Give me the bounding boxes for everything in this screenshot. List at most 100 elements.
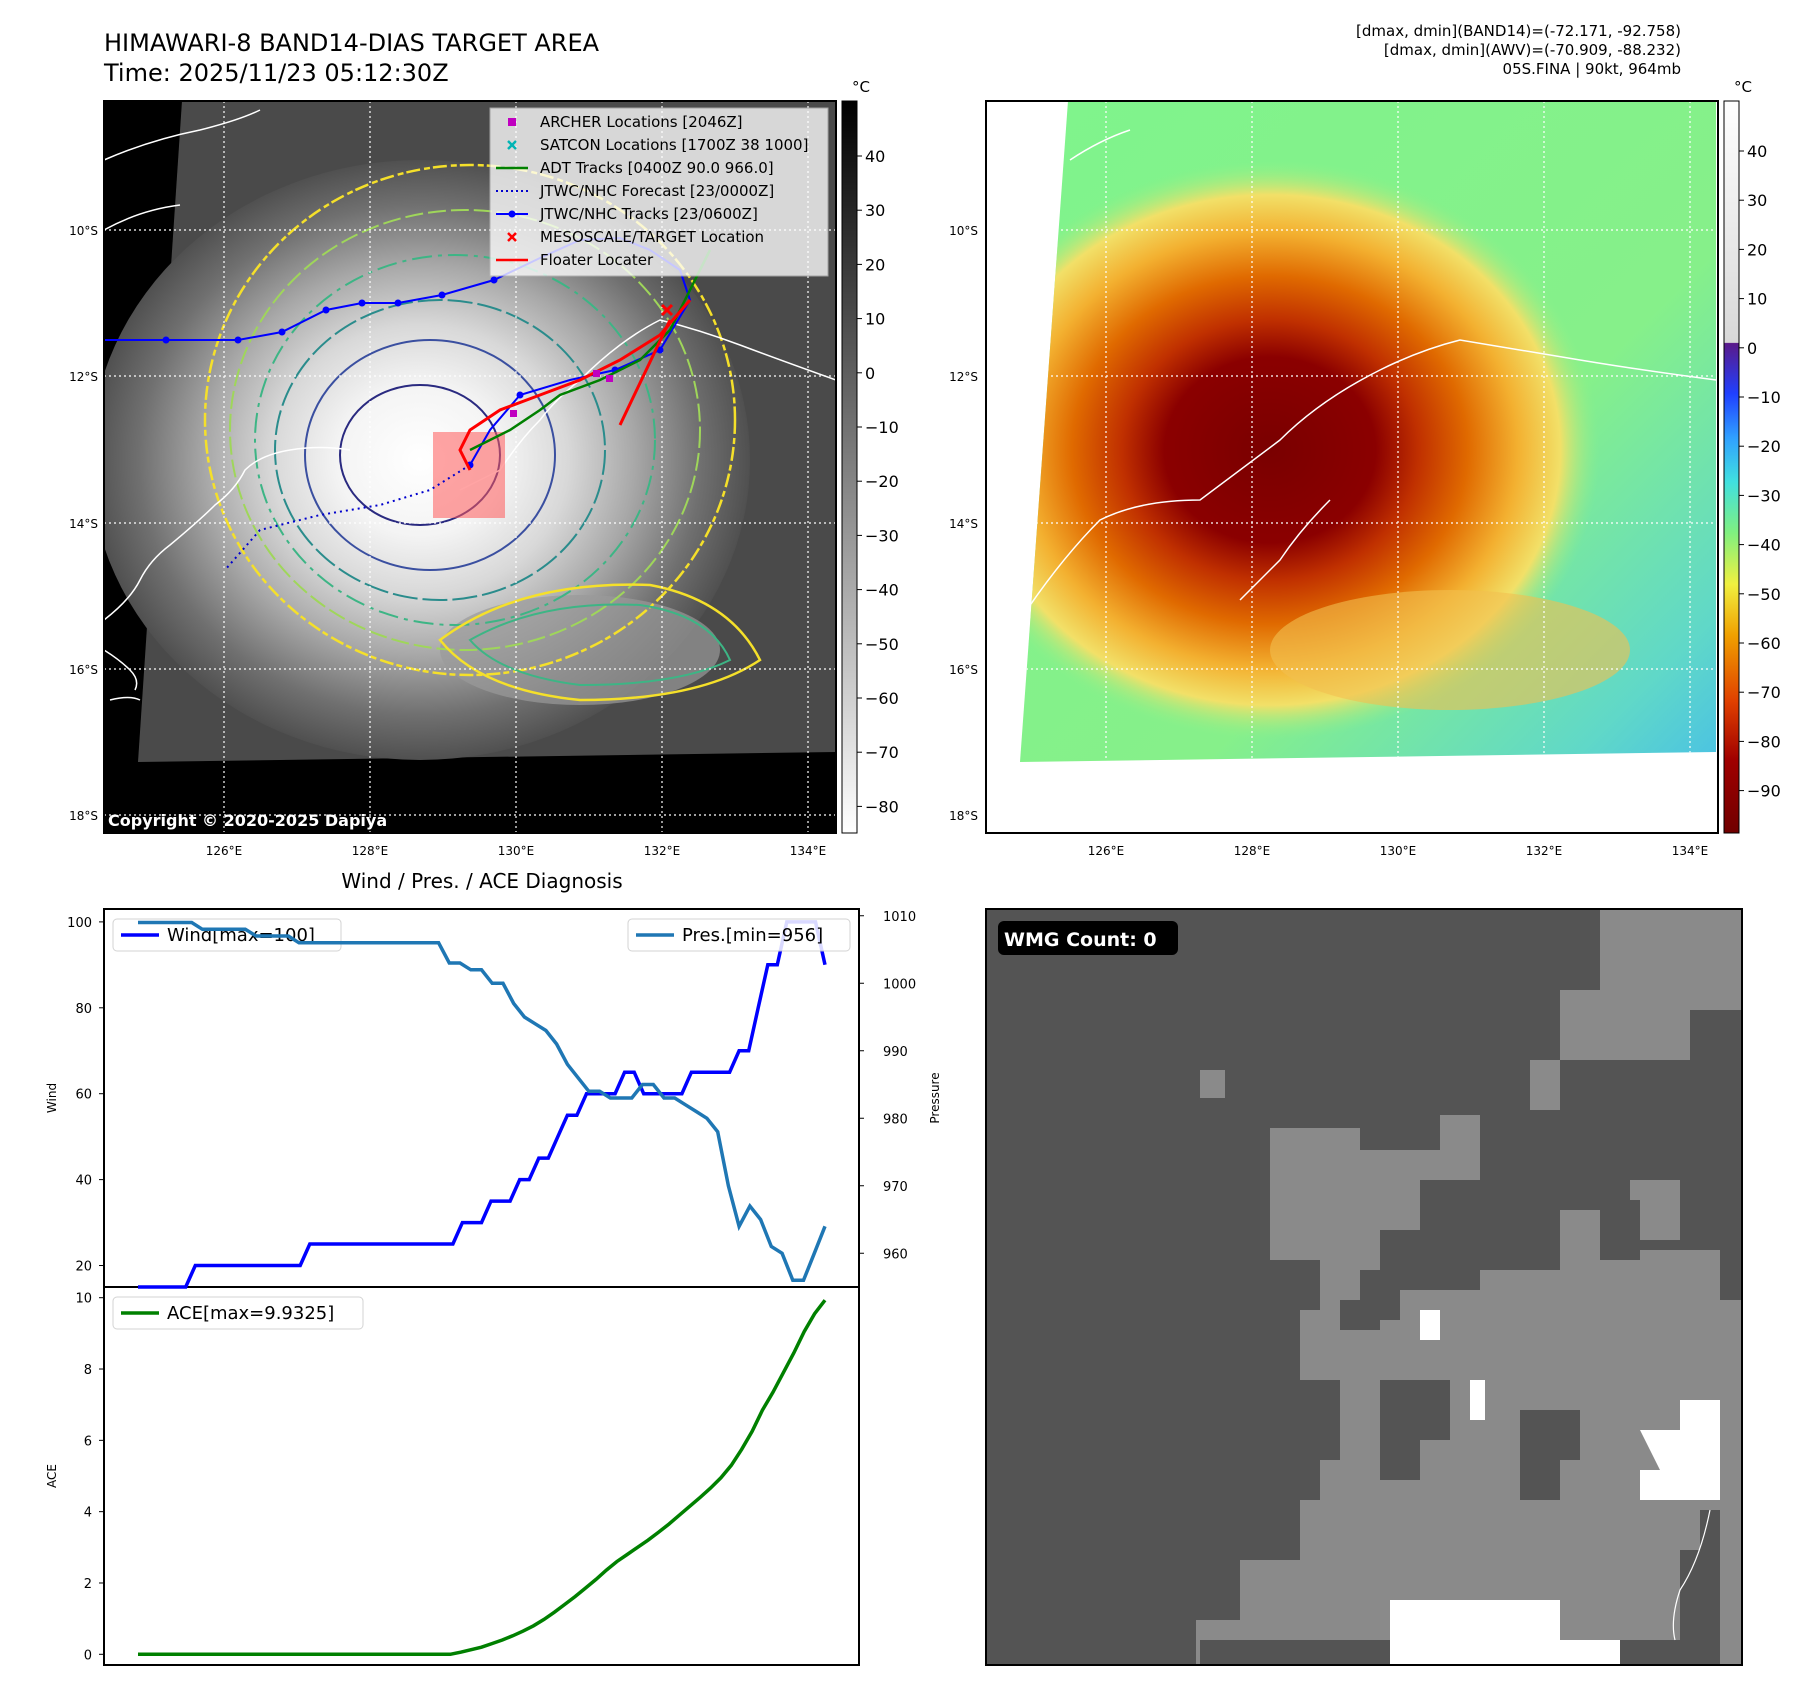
left-lat-label: 14°S	[69, 517, 98, 531]
y-tick-label: 10	[75, 1292, 92, 1307]
legend-marker	[508, 118, 516, 126]
chart-legend-label: ACE[max=9.9325]	[167, 1303, 334, 1324]
right-lon-label: 130°E	[1380, 844, 1417, 858]
left-colorbar-tick: −20	[865, 472, 899, 491]
wmg-coastline	[1672, 1509, 1711, 1641]
right-colorbar-tick: 20	[1747, 240, 1767, 259]
outer-band-warm	[1270, 590, 1630, 710]
y-tick-label: 100	[67, 916, 92, 931]
left-lat-label: 10°S	[69, 224, 98, 238]
title-line-2: Time: 2025/11/23 05:12:30Z	[104, 59, 449, 87]
left-colorbar-tick: −70	[865, 743, 899, 762]
contour-yellow	[203, 163, 737, 677]
coastline-2	[104, 649, 141, 701]
title-line-1: HIMAWARI-8 BAND14-DIAS TARGET AREA	[104, 29, 600, 57]
left-lon-labels: 126°E 128°E 130°E 132°E 134°E	[206, 844, 827, 858]
right-colorbar-tick: −80	[1747, 732, 1781, 751]
left-lat-labels: 10°S 12°S 14°S 16°S 18°S	[69, 224, 98, 823]
right-colorbar-tick: −20	[1747, 437, 1781, 456]
outer-band-contour	[438, 583, 762, 702]
left-colorbar-unit: °C	[852, 78, 870, 96]
chart-legend-box	[112, 918, 342, 952]
archer-points	[510, 370, 613, 417]
right-lon-label: 128°E	[1234, 844, 1271, 858]
legend-label: SATCON Locations [1700Z 38 1000]	[540, 136, 808, 154]
left-lat-label: 18°S	[69, 809, 98, 823]
right-colorbar-tick: −30	[1747, 486, 1781, 505]
right-colorbar-tick: 40	[1747, 142, 1767, 161]
legend-marker	[507, 140, 517, 150]
right-gridlines	[1020, 101, 1716, 762]
y-tick-label: 960	[883, 1247, 908, 1262]
contour-teal	[274, 299, 606, 601]
contour-blue	[304, 339, 556, 571]
left-colorbar-tick: −50	[865, 635, 899, 654]
target-x	[660, 303, 674, 317]
right-lon-labels: 126°E 128°E 130°E 132°E 134°E	[1088, 844, 1709, 858]
right-colorbar-tick: −60	[1747, 634, 1781, 653]
left-lon-label: 128°E	[352, 844, 389, 858]
y-tick-label: 80	[75, 1002, 92, 1017]
wmg-light-regions	[1196, 909, 1742, 1665]
right-lat-label: 10°S	[949, 224, 978, 238]
legend-marker	[507, 232, 517, 242]
legend-label: ARCHER Locations [2046Z]	[540, 113, 743, 131]
contour-green	[254, 254, 656, 626]
chart-legend-box	[627, 918, 851, 952]
ace-series-line	[138, 1299, 827, 1657]
left-lon-label: 130°E	[498, 844, 535, 858]
legend-label: JTWC/NHC Forecast [23/0000Z]	[539, 182, 774, 200]
y-tick-label: 4	[84, 1506, 92, 1521]
wmg-white-regions	[1390, 1310, 1720, 1665]
left-gridlines	[104, 101, 836, 833]
left-colorbar-tick: 30	[865, 201, 885, 220]
left-colorbar-tick: 0	[865, 364, 875, 383]
right-lon-label: 134°E	[1672, 844, 1709, 858]
left-colorbar-tick: 20	[865, 255, 885, 274]
legend-label: MESOSCALE/TARGET Location	[540, 228, 764, 246]
y-tick-label: 2	[84, 1577, 92, 1592]
left-lon-label: 126°E	[206, 844, 243, 858]
right-colorbar-tick: 10	[1747, 290, 1767, 309]
right-lon-label: 126°E	[1088, 844, 1125, 858]
right-colorbar-tick: −70	[1747, 683, 1781, 702]
left-lon-label: 132°E	[644, 844, 681, 858]
left-colorbar-tick: −10	[865, 418, 899, 437]
outer-band-contour-2	[468, 603, 732, 687]
y-tick-label: 1010	[883, 910, 916, 925]
copyright-text: Copyright © 2020-2025 Dapiya	[108, 811, 387, 830]
right-colorbar-tick: −50	[1747, 585, 1781, 604]
left-colorbar-tick: −40	[865, 581, 899, 600]
y-axis-label: Wind	[45, 1083, 59, 1113]
right-colorbar-ticks: 40 30 20 10 0 −10 −20 −30 −40 −50 −60 −70 −80 −90	[1739, 142, 1781, 801]
wmg-label: WMG Count: 0	[1004, 929, 1157, 951]
wmg-dark-regions	[1340, 1300, 1580, 1500]
y-tick-label: 990	[883, 1045, 908, 1060]
stats-line-1: [dmax, dmin](BAND14)=(-72.171, -92.758)	[1356, 22, 1681, 40]
ace-chart: 0 2 4 6 8 10 ACE ACE[max=9.9325]	[45, 1292, 827, 1663]
diagnosis-title: Wind / Pres. / ACE Diagnosis	[341, 869, 622, 893]
color-colorbar	[1723, 100, 1740, 834]
figure-title: HIMAWARI-8 BAND14-DIAS TARGET AREA Time:…	[104, 28, 599, 88]
legend-label: JTWC/NHC Tracks [23/0600Z]	[539, 205, 758, 223]
left-lat-label: 16°S	[69, 663, 98, 677]
legend-label: Floater Locater	[540, 251, 654, 269]
left-colorbar-tick: −60	[865, 689, 899, 708]
left-colorbar-ticks: 40 30 20 10 0 −10 −20 −30 −40 −50 −60 −70 −80	[857, 147, 899, 816]
chart-legend-box	[112, 1296, 364, 1330]
gray-colorbar	[841, 100, 858, 834]
left-colorbar-tick: −80	[865, 797, 899, 816]
left-lat-label: 12°S	[69, 370, 98, 384]
legend-box	[489, 107, 829, 277]
wmg-label-box	[998, 921, 1178, 955]
right-lat-label: 12°S	[949, 370, 978, 384]
left-colorbar-tick: 40	[865, 147, 885, 166]
y-axis-label: ACE	[45, 1464, 59, 1488]
legend-label: ADT Tracks [0400Z 90.0 966.0]	[540, 159, 774, 177]
pressure-chart: 960 970 980 990 1000 1010 Pressure Pres.[min=95…	[138, 910, 942, 1283]
right-lat-label: 16°S	[949, 663, 978, 677]
left-colorbar-tick: 10	[865, 310, 885, 329]
y-tick-label: 60	[75, 1088, 92, 1103]
